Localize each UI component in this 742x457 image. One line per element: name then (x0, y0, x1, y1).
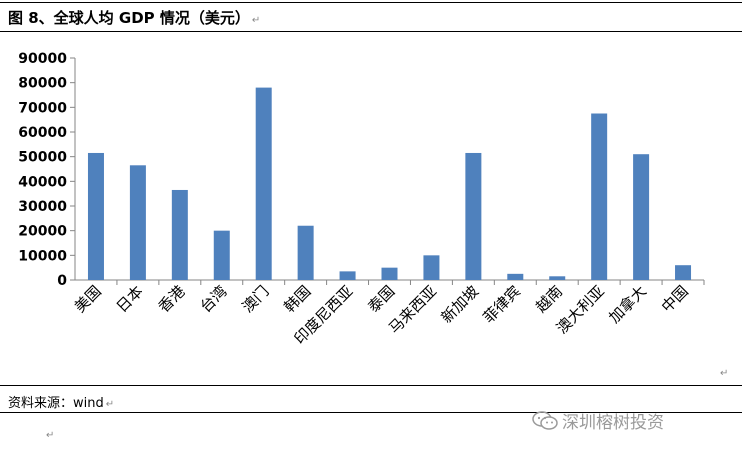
bar-4 (255, 87, 272, 280)
y-tick-label: 60000 (18, 125, 67, 141)
wechat-icon (532, 410, 558, 430)
paragraph-mark-icon: ↵ (46, 430, 55, 441)
y-tick-label: 70000 (18, 100, 67, 116)
x-tick-label-13: 加拿大 (605, 282, 650, 327)
figure-caption: 图 8、全球人均 GDP 情况（美元） ↵ (0, 2, 742, 32)
watermark-text: 深圳榕树投资 (562, 413, 664, 433)
x-tick-label-1: 日本 (113, 282, 147, 316)
y-tick-label: 50000 (18, 150, 67, 166)
x-tick-label-7: 泰国 (364, 282, 398, 316)
bar-8 (423, 255, 440, 280)
bar-13 (633, 154, 650, 280)
paragraph-mark-icon: ↵ (720, 368, 729, 379)
bar-1 (129, 165, 146, 280)
bar-6 (339, 271, 356, 280)
bar-3 (213, 230, 230, 280)
bar-2 (171, 189, 188, 280)
caption-title: 图 8、全球人均 GDP 情况（美元） (8, 9, 250, 27)
bar-0 (87, 152, 104, 280)
y-tick-label: 40000 (18, 174, 67, 190)
source-bar: 资料来源：wind ↵ (0, 385, 742, 413)
x-tick-label-11: 越南 (532, 282, 566, 316)
source-text: 资料来源：wind (8, 396, 104, 411)
x-tick-label-3: 台湾 (197, 282, 231, 316)
y-tick-label: 80000 (18, 76, 67, 92)
paragraph-mark-icon: ↵ (105, 399, 115, 410)
bar-chart: 0 10000 20000 30000 40000 50000 60000 70000 8000… (18, 51, 705, 348)
y-tick-label: 30000 (18, 199, 67, 215)
y-tick-label: 10000 (18, 248, 67, 264)
x-tick-label-9: 新加坡 (438, 282, 483, 327)
bar-9 (465, 152, 482, 280)
x-tick-label-10: 菲律宾 (480, 282, 525, 327)
bar-10 (507, 273, 524, 280)
y-tick-label: 20000 (18, 224, 67, 240)
x-tick-label-2: 香港 (155, 282, 189, 316)
y-tick-label: 0 (57, 273, 67, 289)
bar-5 (297, 225, 314, 280)
bar-7 (381, 267, 398, 280)
bar-12 (591, 113, 608, 280)
watermark: 深圳榕树投资 (532, 408, 664, 433)
bar-11 (549, 276, 566, 280)
bar-14 (675, 265, 692, 280)
x-tick-label-4: 澳门 (239, 282, 273, 316)
x-tick-label-0: 美国 (71, 282, 105, 316)
paragraph-mark-icon: ↵ (251, 15, 261, 26)
x-tick-label-5: 韩国 (281, 282, 315, 316)
y-tick-label: 90000 (18, 51, 67, 67)
x-tick-label-14: 中国 (658, 282, 692, 316)
